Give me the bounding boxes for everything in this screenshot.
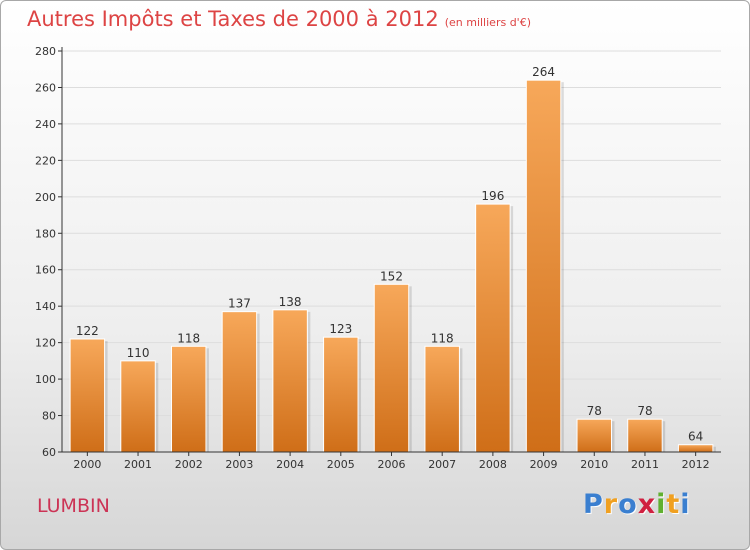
bar-2005: [323, 336, 359, 453]
axes: 60 80 100 120 140 160 180 200 220 240 260 280 2000 20…: [35, 45, 721, 471]
bar-2008: [475, 203, 511, 453]
bar-2001: [120, 360, 156, 453]
x-tick-label: 2008: [479, 458, 507, 471]
bar-2006: [373, 283, 410, 453]
x-tick-label: 2000: [73, 458, 101, 471]
logo-letter: t: [666, 489, 681, 520]
y-tick-label: 280: [35, 45, 56, 58]
logo-letter: i: [656, 489, 667, 520]
data-label: 118: [431, 331, 454, 345]
x-tick-label: 2004: [276, 458, 304, 471]
y-tick-label: 260: [35, 81, 56, 94]
x-tick-label: 2001: [124, 458, 152, 471]
x-tick-label: 2006: [378, 458, 406, 471]
y-tick-label: 120: [35, 337, 56, 350]
logo-letter: r: [603, 489, 619, 520]
bar-2011: [627, 418, 663, 453]
logo-letter: P: [583, 489, 604, 520]
data-label: 122: [76, 324, 99, 338]
y-tick-label: 80: [42, 410, 56, 423]
logo-letter: i: [680, 489, 691, 520]
y-tick-label: 240: [35, 118, 56, 131]
bar-2002: [170, 345, 207, 453]
y-tick-label: 140: [35, 300, 56, 313]
commune-name: LUMBIN: [37, 495, 110, 517]
y-tick-label: 180: [35, 227, 56, 240]
bar-2012: [677, 444, 714, 453]
data-label: 110: [127, 346, 150, 360]
proxiti-logo: Proxiti: [583, 489, 691, 520]
data-label: 78: [637, 404, 652, 418]
bar-2007: [424, 345, 460, 453]
logo-letter: x: [637, 489, 657, 520]
data-label: 78: [587, 404, 602, 418]
data-label: 64: [688, 430, 703, 444]
y-tick-label: 100: [35, 373, 56, 386]
x-tick-label: 2002: [175, 458, 203, 471]
data-label: 123: [329, 322, 352, 336]
x-tick-label: 2011: [631, 458, 659, 471]
bar-2009: [525, 79, 562, 453]
x-tick-label: 2003: [225, 458, 253, 471]
data-label: 264: [532, 65, 555, 79]
x-tick-label: 2010: [580, 458, 608, 471]
data-label: 118: [177, 331, 200, 345]
y-tick-label: 60: [42, 446, 56, 459]
chart-title: Autres Impôts et Taxes de 2000 à 2012 (en…: [27, 7, 531, 31]
data-label: 137: [228, 297, 251, 311]
bar-2004: [272, 309, 308, 453]
data-label: 152: [380, 269, 403, 283]
data-label: 196: [481, 189, 504, 203]
logo-letter: o: [618, 489, 638, 520]
data-label: 138: [279, 295, 302, 309]
chart-subtitle: (en milliers d'€): [444, 16, 531, 29]
y-tick-label: 200: [35, 191, 56, 204]
x-tick-label: 2005: [327, 458, 355, 471]
x-tick-label: 2009: [530, 458, 558, 471]
x-tick-label: 2007: [428, 458, 456, 471]
y-tick-label: 160: [35, 264, 56, 277]
bar-2010: [576, 418, 613, 453]
bar-2003: [221, 311, 258, 453]
x-tick-label: 2012: [682, 458, 710, 471]
y-tick-label: 220: [35, 154, 56, 167]
bars: 122 110 118 137 138 123 152 118 196 264 78 78 64: [69, 65, 716, 453]
bar-2000: [69, 338, 106, 453]
